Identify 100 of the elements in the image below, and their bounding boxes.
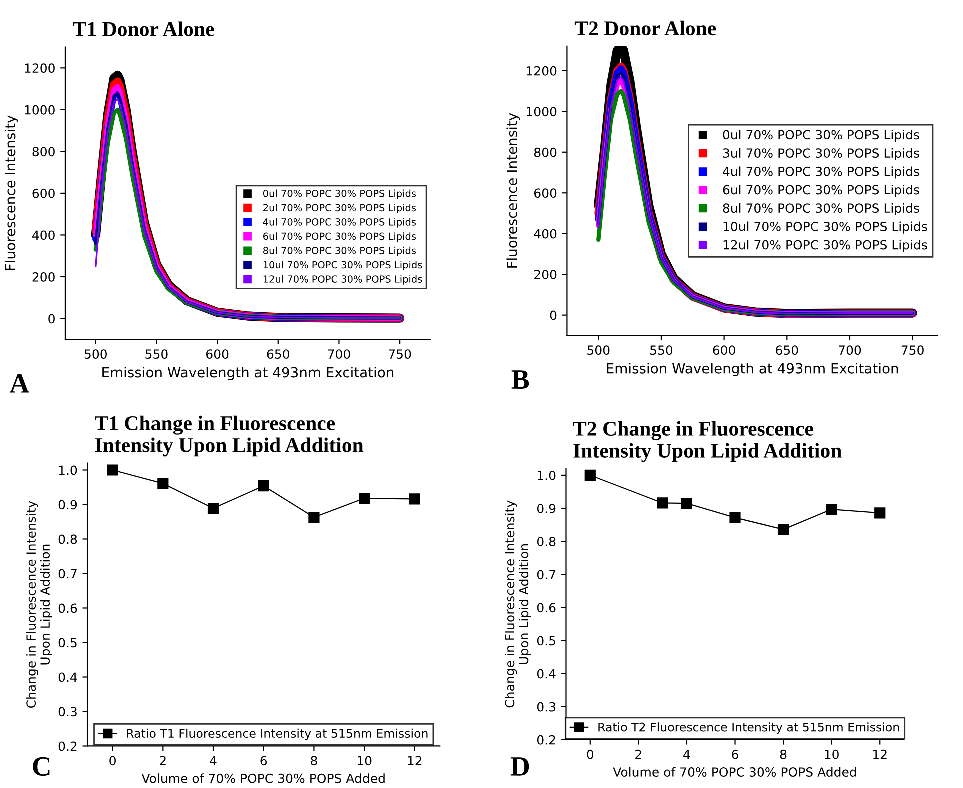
- x-tick-label: 600: [713, 346, 736, 356]
- x-tick-label: 750: [902, 346, 924, 356]
- x-tick-label: 6: [260, 756, 268, 766]
- y-tick-label: 0.8: [58, 534, 78, 544]
- x-tick-label: 500: [84, 350, 107, 360]
- y-tick-label: 0: [550, 310, 557, 320]
- legend-label: 4ul 70% POPC 30% POPS Lipids: [723, 166, 920, 179]
- y-tick-label: 1000: [527, 107, 557, 117]
- legend-label: 12ul 70% POPC 30% POPS Lipids: [264, 275, 422, 285]
- x-tick-label: 700: [328, 350, 350, 360]
- y-tick-label: 800: [32, 147, 55, 157]
- text: D: [510, 758, 530, 776]
- y-tick-label: 400: [534, 229, 557, 239]
- x-axis-title: Volume of 70% POPC 30% POPS Added: [142, 774, 385, 784]
- point: [826, 504, 838, 516]
- legend-label: 0ul 70% POPC 30% POPS Lipids: [263, 190, 416, 200]
- y-tick-label: 1000: [25, 105, 55, 115]
- y-tick-label: 0.3: [58, 707, 77, 717]
- y-tick-label: 0.8: [537, 537, 556, 547]
- text: C: [33, 757, 50, 776]
- y-tick-label: 800: [534, 148, 557, 158]
- y-tick-label: 400: [32, 230, 55, 240]
- y-tick-label: 600: [534, 188, 557, 198]
- text: B: [512, 370, 530, 389]
- y-axis-title: Fluorescence Intensity: [506, 113, 520, 268]
- legend-label: 10ul 70% POPC 30% POPS Lipids: [724, 222, 928, 234]
- x-tick-label: 0: [587, 750, 594, 760]
- point: [208, 502, 220, 514]
- x-tick-label: 8: [311, 756, 318, 766]
- y-tick-label: 0.4: [58, 672, 78, 682]
- y-tick-label: 600: [32, 188, 55, 198]
- legend-label: 0ul 70% POPC 30% POPS Lipids: [723, 130, 920, 142]
- y-tick-label: 0.5: [58, 638, 77, 648]
- y-tick-label: 1.0: [59, 466, 78, 476]
- point: [730, 512, 741, 524]
- y-tick-label: 1200: [527, 66, 557, 76]
- y-tick-label: 0.6: [537, 603, 556, 613]
- point: [584, 470, 596, 482]
- legend-label: 12ul 70% POPC 30% POPS Lipids: [724, 240, 928, 252]
- y-axis-title: Change in Fluorescence Intensity Upon Lipid Addition: [504, 500, 532, 708]
- x-tick-label: 500: [588, 346, 610, 356]
- point: [359, 492, 370, 504]
- y-tick-label: 0.6: [58, 604, 78, 614]
- x-tick-label: 8: [780, 750, 787, 760]
- point: [409, 494, 420, 505]
- point: [778, 524, 790, 536]
- chart-title: T2 Change in Fluorescence Intensity Upon Lipid Addition: [573, 421, 842, 462]
- legend-label: 8ul 70% POPC 30% POPS Lipids: [263, 246, 416, 256]
- x-tick-label: 600: [206, 350, 229, 360]
- y-tick-label: 0.3: [537, 702, 556, 712]
- legend-label: 10ul 70% POPC 30% POPS Lipids: [264, 261, 422, 271]
- x-tick-label: 0: [110, 756, 116, 766]
- legend-label: 2ul 70% POPC 30% POPS Lipids: [264, 204, 416, 214]
- point: [874, 508, 886, 519]
- x-tick-label: 700: [839, 346, 862, 356]
- y-tick-label: 200: [534, 270, 557, 280]
- x-axis-title: Emission Wavelength at 493nm Excitation: [102, 367, 394, 380]
- legend-label: 6ul 70% POPC 30% POPS Lipids: [723, 185, 920, 198]
- x-tick-label: 4: [210, 756, 217, 766]
- y-tick-label: 0.2: [58, 742, 77, 752]
- legend-label: 8ul 70% POPC 30% POPS Lipids: [723, 203, 920, 216]
- y-tick-label: 0.5: [537, 636, 556, 646]
- x-tick-label: 2: [160, 756, 166, 766]
- x-axis-title: Volume of 70% POPC 30% POPS Added: [613, 767, 856, 777]
- y-tick-label: 1.0: [538, 470, 556, 480]
- x-tick-label: 650: [267, 350, 290, 360]
- point: [258, 480, 270, 492]
- point: [681, 498, 693, 510]
- y-tick-label: 200: [32, 272, 55, 282]
- legend-label: Ratio T1 Fluorescence Intensity at 515nm Emission: [127, 728, 428, 740]
- y-tick-label: 0: [48, 314, 55, 324]
- x-tick-label: 2: [636, 750, 642, 760]
- legend-label: Ratio T2 Fluorescence Intensity at 515nm Emission: [598, 722, 900, 734]
- x-axis-title: Emission Wavelength at 493nm Excitation: [607, 363, 898, 377]
- y-tick-label: 0.7: [537, 570, 556, 580]
- y-axis-title: Change in Fluorescence Intensity Upon Lipid Addition: [26, 501, 52, 708]
- point: [657, 498, 668, 509]
- x-tick-label: 4: [684, 750, 690, 760]
- legend-label: 3ul 70% POPC 30% POPS Lipids: [723, 148, 920, 160]
- legend-label: 6ul 70% POPC 30% POPS Lipids: [264, 232, 416, 242]
- y-axis-title: Fluorescence Intensity: [4, 116, 18, 270]
- x-tick-label: 650: [776, 346, 798, 356]
- x-tick-label: 10: [358, 756, 372, 766]
- x-tick-label: 12: [874, 750, 887, 760]
- legend-label: 4ul 70% POPC 30% POPS Lipids: [263, 218, 416, 228]
- y-tick-label: 0.2: [537, 735, 556, 745]
- x-tick-label: 550: [146, 350, 168, 360]
- point: [308, 512, 320, 524]
- y-tick-label: 0.4: [537, 669, 556, 679]
- x-tick-label: 12: [408, 756, 422, 766]
- chart-title: T2 Donor Alone: [574, 20, 716, 36]
- x-tick-label: 550: [650, 346, 673, 356]
- x-tick-label: 750: [389, 350, 412, 360]
- point: [107, 464, 118, 476]
- y-tick-label: 0.9: [537, 504, 556, 514]
- chart-title: T1 Donor Alone: [73, 22, 214, 36]
- x-tick-label: 10: [825, 750, 839, 760]
- x-tick-label: 6: [732, 750, 738, 760]
- chart-title: T1 Change in Fluorescence Intensity Upon Lipid Addition: [95, 416, 364, 457]
- y-tick-label: 0.7: [58, 569, 77, 579]
